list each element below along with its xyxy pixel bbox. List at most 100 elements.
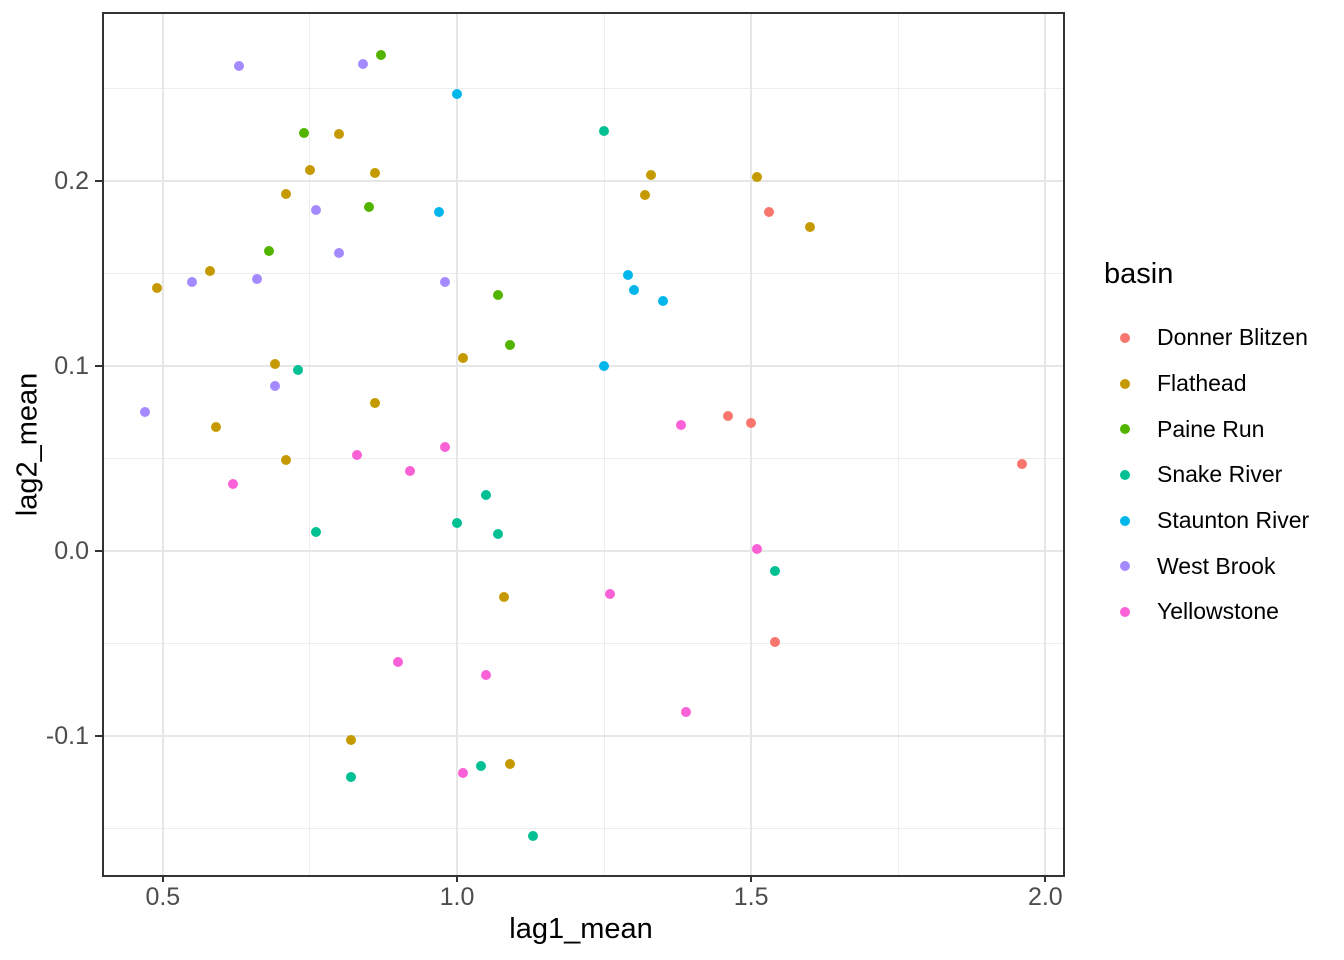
legend-swatch	[1120, 561, 1130, 572]
x-minor-gridline	[603, 14, 605, 875]
data-point	[369, 168, 380, 179]
data-point	[769, 636, 780, 647]
data-point	[310, 205, 321, 216]
data-point	[357, 58, 368, 69]
x-tick-mark	[750, 875, 753, 882]
y-minor-gridline	[104, 457, 1063, 459]
legend-swatch	[1120, 606, 1130, 617]
legend-item: West Brook	[1104, 543, 1339, 589]
data-point	[504, 340, 515, 351]
data-point	[763, 207, 774, 218]
x-tick-label: 1.0	[439, 883, 475, 911]
x-tick-mark	[161, 875, 164, 882]
data-point	[269, 358, 280, 369]
legend-label: West Brook	[1157, 552, 1276, 579]
y-tick-mark	[95, 364, 102, 367]
data-point	[493, 529, 504, 540]
data-point	[369, 397, 380, 408]
y-tick-label: 0.1	[54, 351, 89, 380]
legend-swatch	[1120, 469, 1130, 480]
data-point	[475, 760, 486, 771]
data-point	[481, 670, 492, 681]
data-point	[599, 125, 610, 136]
data-point	[234, 60, 245, 71]
data-point	[434, 207, 445, 218]
x-axis-title: lag1_mean	[509, 913, 653, 945]
data-point	[304, 164, 315, 175]
x-tick-label: 1.5	[733, 883, 769, 911]
data-point	[752, 544, 763, 555]
legend-item: Donner Blitzen	[1104, 315, 1339, 361]
y-major-gridline	[104, 179, 1063, 182]
data-point	[499, 592, 510, 603]
data-point	[1016, 458, 1027, 469]
legend-title: basin	[1104, 258, 1174, 290]
legend-label: Snake River	[1157, 461, 1283, 488]
data-point	[769, 566, 780, 577]
data-point	[210, 421, 221, 432]
data-point	[640, 190, 651, 201]
data-point	[657, 296, 668, 306]
y-tick-label: 0.2	[54, 166, 89, 195]
legend-label: Donner Blitzen	[1157, 324, 1308, 351]
data-point	[440, 277, 451, 288]
x-tick-mark	[1044, 875, 1047, 882]
data-point	[375, 49, 386, 60]
data-point	[228, 479, 239, 490]
data-point	[263, 246, 274, 256]
data-point	[457, 353, 468, 364]
y-tick-mark	[95, 549, 102, 552]
data-point	[752, 171, 763, 182]
data-point	[151, 283, 162, 294]
y-major-gridline	[104, 364, 1063, 367]
y-axis-title: lag2_mean	[11, 372, 44, 517]
data-point	[622, 270, 633, 281]
data-point	[281, 455, 292, 466]
data-point	[722, 410, 733, 421]
data-point	[334, 129, 345, 140]
data-point	[334, 247, 345, 258]
data-point	[675, 420, 686, 431]
data-point	[452, 88, 462, 99]
data-point	[440, 442, 451, 453]
legend-item: Flathead	[1104, 361, 1339, 407]
data-point	[504, 758, 515, 769]
legend-swatch	[1120, 378, 1130, 389]
x-tick-label: 0.5	[145, 883, 181, 911]
data-point	[628, 284, 639, 295]
legend-item: Staunton River	[1104, 498, 1339, 544]
x-minor-gridline	[309, 14, 311, 875]
y-tick-label: -0.1	[45, 722, 89, 751]
y-tick-mark	[95, 179, 102, 182]
y-major-gridline	[104, 735, 1063, 738]
data-point	[346, 734, 357, 745]
y-minor-gridline	[104, 643, 1063, 645]
x-major-gridline	[161, 14, 164, 875]
y-tick-mark	[95, 735, 102, 738]
x-major-gridline	[750, 14, 753, 875]
data-point	[346, 771, 357, 782]
legend-label: Flathead	[1157, 370, 1247, 397]
data-point	[404, 466, 415, 477]
data-point	[481, 490, 492, 501]
y-major-gridline	[104, 549, 1063, 552]
legend-swatch	[1120, 424, 1130, 435]
legend-items: Donner Blitzen Flathead Paine Run Snake Riv…	[1104, 315, 1339, 635]
data-point	[457, 768, 468, 779]
data-point	[299, 127, 310, 138]
data-point	[269, 381, 280, 392]
data-point	[363, 201, 374, 212]
data-point	[746, 418, 757, 429]
x-tick-label: 2.0	[1027, 883, 1063, 911]
data-point	[528, 831, 539, 842]
x-tick-mark	[456, 875, 458, 882]
x-major-gridline	[1044, 14, 1047, 875]
data-point	[493, 290, 504, 301]
data-point	[646, 170, 657, 181]
legend-label: Yellowstone	[1157, 598, 1279, 625]
legend-swatch	[1120, 515, 1130, 526]
data-point	[805, 221, 815, 232]
data-point	[293, 364, 304, 375]
legend-label: Staunton River	[1157, 507, 1310, 534]
